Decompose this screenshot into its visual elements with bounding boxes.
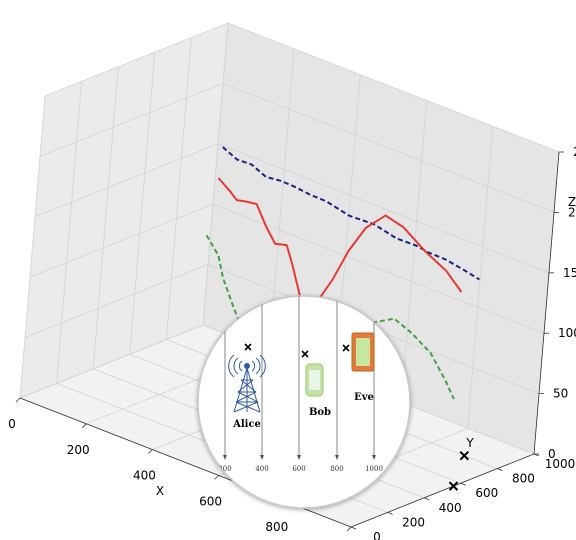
inset-arrow-head [335, 455, 339, 460]
grid-line-z [34, 143, 550, 274]
inset-cross-markers [244, 343, 350, 358]
inset-arrow-head [260, 455, 264, 460]
tick-labels: 0200400600800100002004006008001000050100… [8, 145, 576, 540]
device-icon [351, 332, 375, 372]
z-tick-label: 100 [558, 326, 576, 340]
tower-icon [228, 354, 266, 413]
x-axis-label: X [156, 484, 164, 498]
inset-tick-label: 200 [218, 465, 231, 473]
z-tick-label: 0 [548, 447, 556, 461]
z-axis-label: Z [568, 195, 576, 209]
left-pane [20, 23, 228, 398]
grid-line-z [44, 22, 560, 153]
y-tick-mark [387, 512, 393, 515]
inset-tick-label: 600 [292, 465, 305, 473]
y-tick-label: 0 [373, 530, 381, 540]
y-tick-label: 400 [439, 501, 462, 515]
cross-marker-stroke [448, 481, 459, 491]
x-tick-mark [346, 526, 352, 532]
z-axis-line [533, 151, 560, 455]
inset-arrow-head [297, 455, 301, 460]
z-tick-label: 50 [553, 387, 568, 401]
y-tick-label: 800 [512, 472, 535, 486]
inset-arrow-head [372, 455, 376, 460]
grid-line-z [39, 82, 555, 213]
y-tick-mark [497, 468, 503, 471]
x-tick-label: 800 [265, 520, 288, 534]
inset-magnifier: 200 400 600 800 1000 [197, 295, 411, 509]
grid-line-z [24, 264, 540, 394]
x-tick-mark [214, 475, 219, 480]
y-tick-mark [350, 526, 357, 530]
x-tick-label: 600 [199, 494, 222, 508]
eve-label: Eve [354, 392, 374, 403]
y-tick-label: 600 [475, 486, 498, 500]
alice-label: Alice [232, 419, 261, 430]
x-tick-mark [81, 423, 87, 429]
grid-line-z [19, 324, 535, 455]
x-tick-label: 200 [67, 443, 90, 457]
x-tick-mark [15, 397, 21, 403]
z-tick-label: 200 [568, 205, 576, 219]
y-tick-mark [460, 482, 466, 486]
grid-line-z [29, 203, 545, 334]
series-line-0 [222, 146, 480, 281]
cross-marker-stroke [459, 450, 470, 461]
inset-tick-labels: 200 400 600 800 1000 [218, 465, 383, 473]
x-tick-label: 0 [8, 417, 16, 431]
z-tick-label: 250 [573, 145, 576, 159]
y-tick-label: 200 [402, 515, 425, 529]
inset-arrow-head [223, 455, 227, 460]
y-tick-mark [424, 497, 430, 501]
cross-marker [448, 481, 459, 491]
y-tick-label: 1000 [545, 457, 576, 471]
x-tick-mark [148, 449, 153, 454]
bob-label: Bob [309, 407, 331, 418]
inset-tick-label: 800 [330, 465, 343, 473]
inset-tick-label: 400 [255, 465, 268, 473]
y-axis-line [350, 453, 535, 528]
y-axis-label: Y [465, 436, 474, 450]
phone-icon [305, 363, 324, 397]
x-tick-label: 400 [133, 469, 156, 483]
cross-marker [459, 450, 470, 461]
z-tick-label: 150 [563, 266, 576, 280]
inset-tick-label: 1000 [365, 465, 383, 473]
